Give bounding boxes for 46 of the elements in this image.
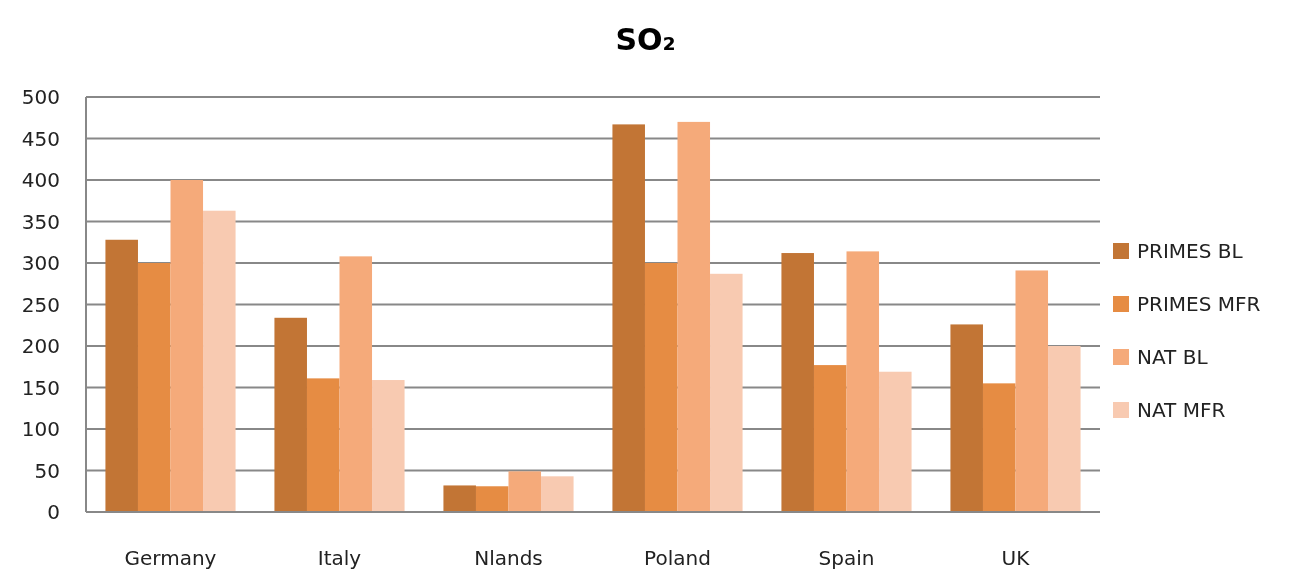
bar bbox=[982, 383, 1016, 512]
bar bbox=[203, 210, 236, 512]
legend-label: NAT BL bbox=[1137, 345, 1209, 369]
bar bbox=[846, 251, 880, 512]
bar bbox=[306, 378, 340, 512]
bar bbox=[644, 263, 678, 512]
bar bbox=[274, 317, 307, 512]
bar bbox=[372, 380, 405, 512]
bar bbox=[443, 485, 476, 512]
x-tick-label: Italy bbox=[317, 546, 362, 570]
bar bbox=[612, 124, 645, 512]
bar bbox=[339, 256, 373, 512]
bar bbox=[677, 121, 711, 512]
y-tick-label: 250 bbox=[21, 292, 60, 317]
y-tick-label: 400 bbox=[21, 168, 60, 192]
y-tick-label: 150 bbox=[21, 375, 60, 400]
bar bbox=[541, 476, 574, 512]
y-tick-label: 500 bbox=[21, 85, 60, 109]
x-tick-label: Germany bbox=[124, 546, 217, 570]
bar bbox=[879, 371, 912, 512]
y-tick-label: 450 bbox=[21, 126, 60, 151]
legend-label: NAT MFR bbox=[1137, 398, 1226, 422]
y-tick-label: 200 bbox=[21, 334, 60, 358]
bar bbox=[508, 471, 542, 512]
bar bbox=[1048, 346, 1081, 512]
bar bbox=[710, 273, 743, 512]
chart-title: SO₂ bbox=[615, 22, 676, 57]
bar bbox=[475, 486, 509, 512]
x-tick-label: Nlands bbox=[474, 546, 543, 570]
y-tick-label: 0 bbox=[47, 500, 60, 524]
x-tick-label: Spain bbox=[818, 546, 875, 570]
bar bbox=[781, 253, 814, 512]
legend-label: PRIMES MFR bbox=[1137, 292, 1261, 316]
bar bbox=[105, 239, 138, 512]
x-tick-label: Poland bbox=[644, 546, 711, 570]
bar bbox=[950, 324, 983, 512]
bar bbox=[170, 180, 204, 512]
x-tick-label: UK bbox=[1001, 546, 1031, 570]
y-tick-label: 350 bbox=[21, 209, 60, 234]
y-tick-label: 100 bbox=[21, 417, 60, 441]
y-tick-label: 50 bbox=[34, 458, 60, 483]
y-tick-label: 300 bbox=[21, 251, 60, 275]
bar bbox=[137, 263, 171, 512]
legend-label: PRIMES BL bbox=[1137, 239, 1244, 263]
bar bbox=[813, 365, 847, 512]
bar bbox=[1015, 270, 1049, 512]
